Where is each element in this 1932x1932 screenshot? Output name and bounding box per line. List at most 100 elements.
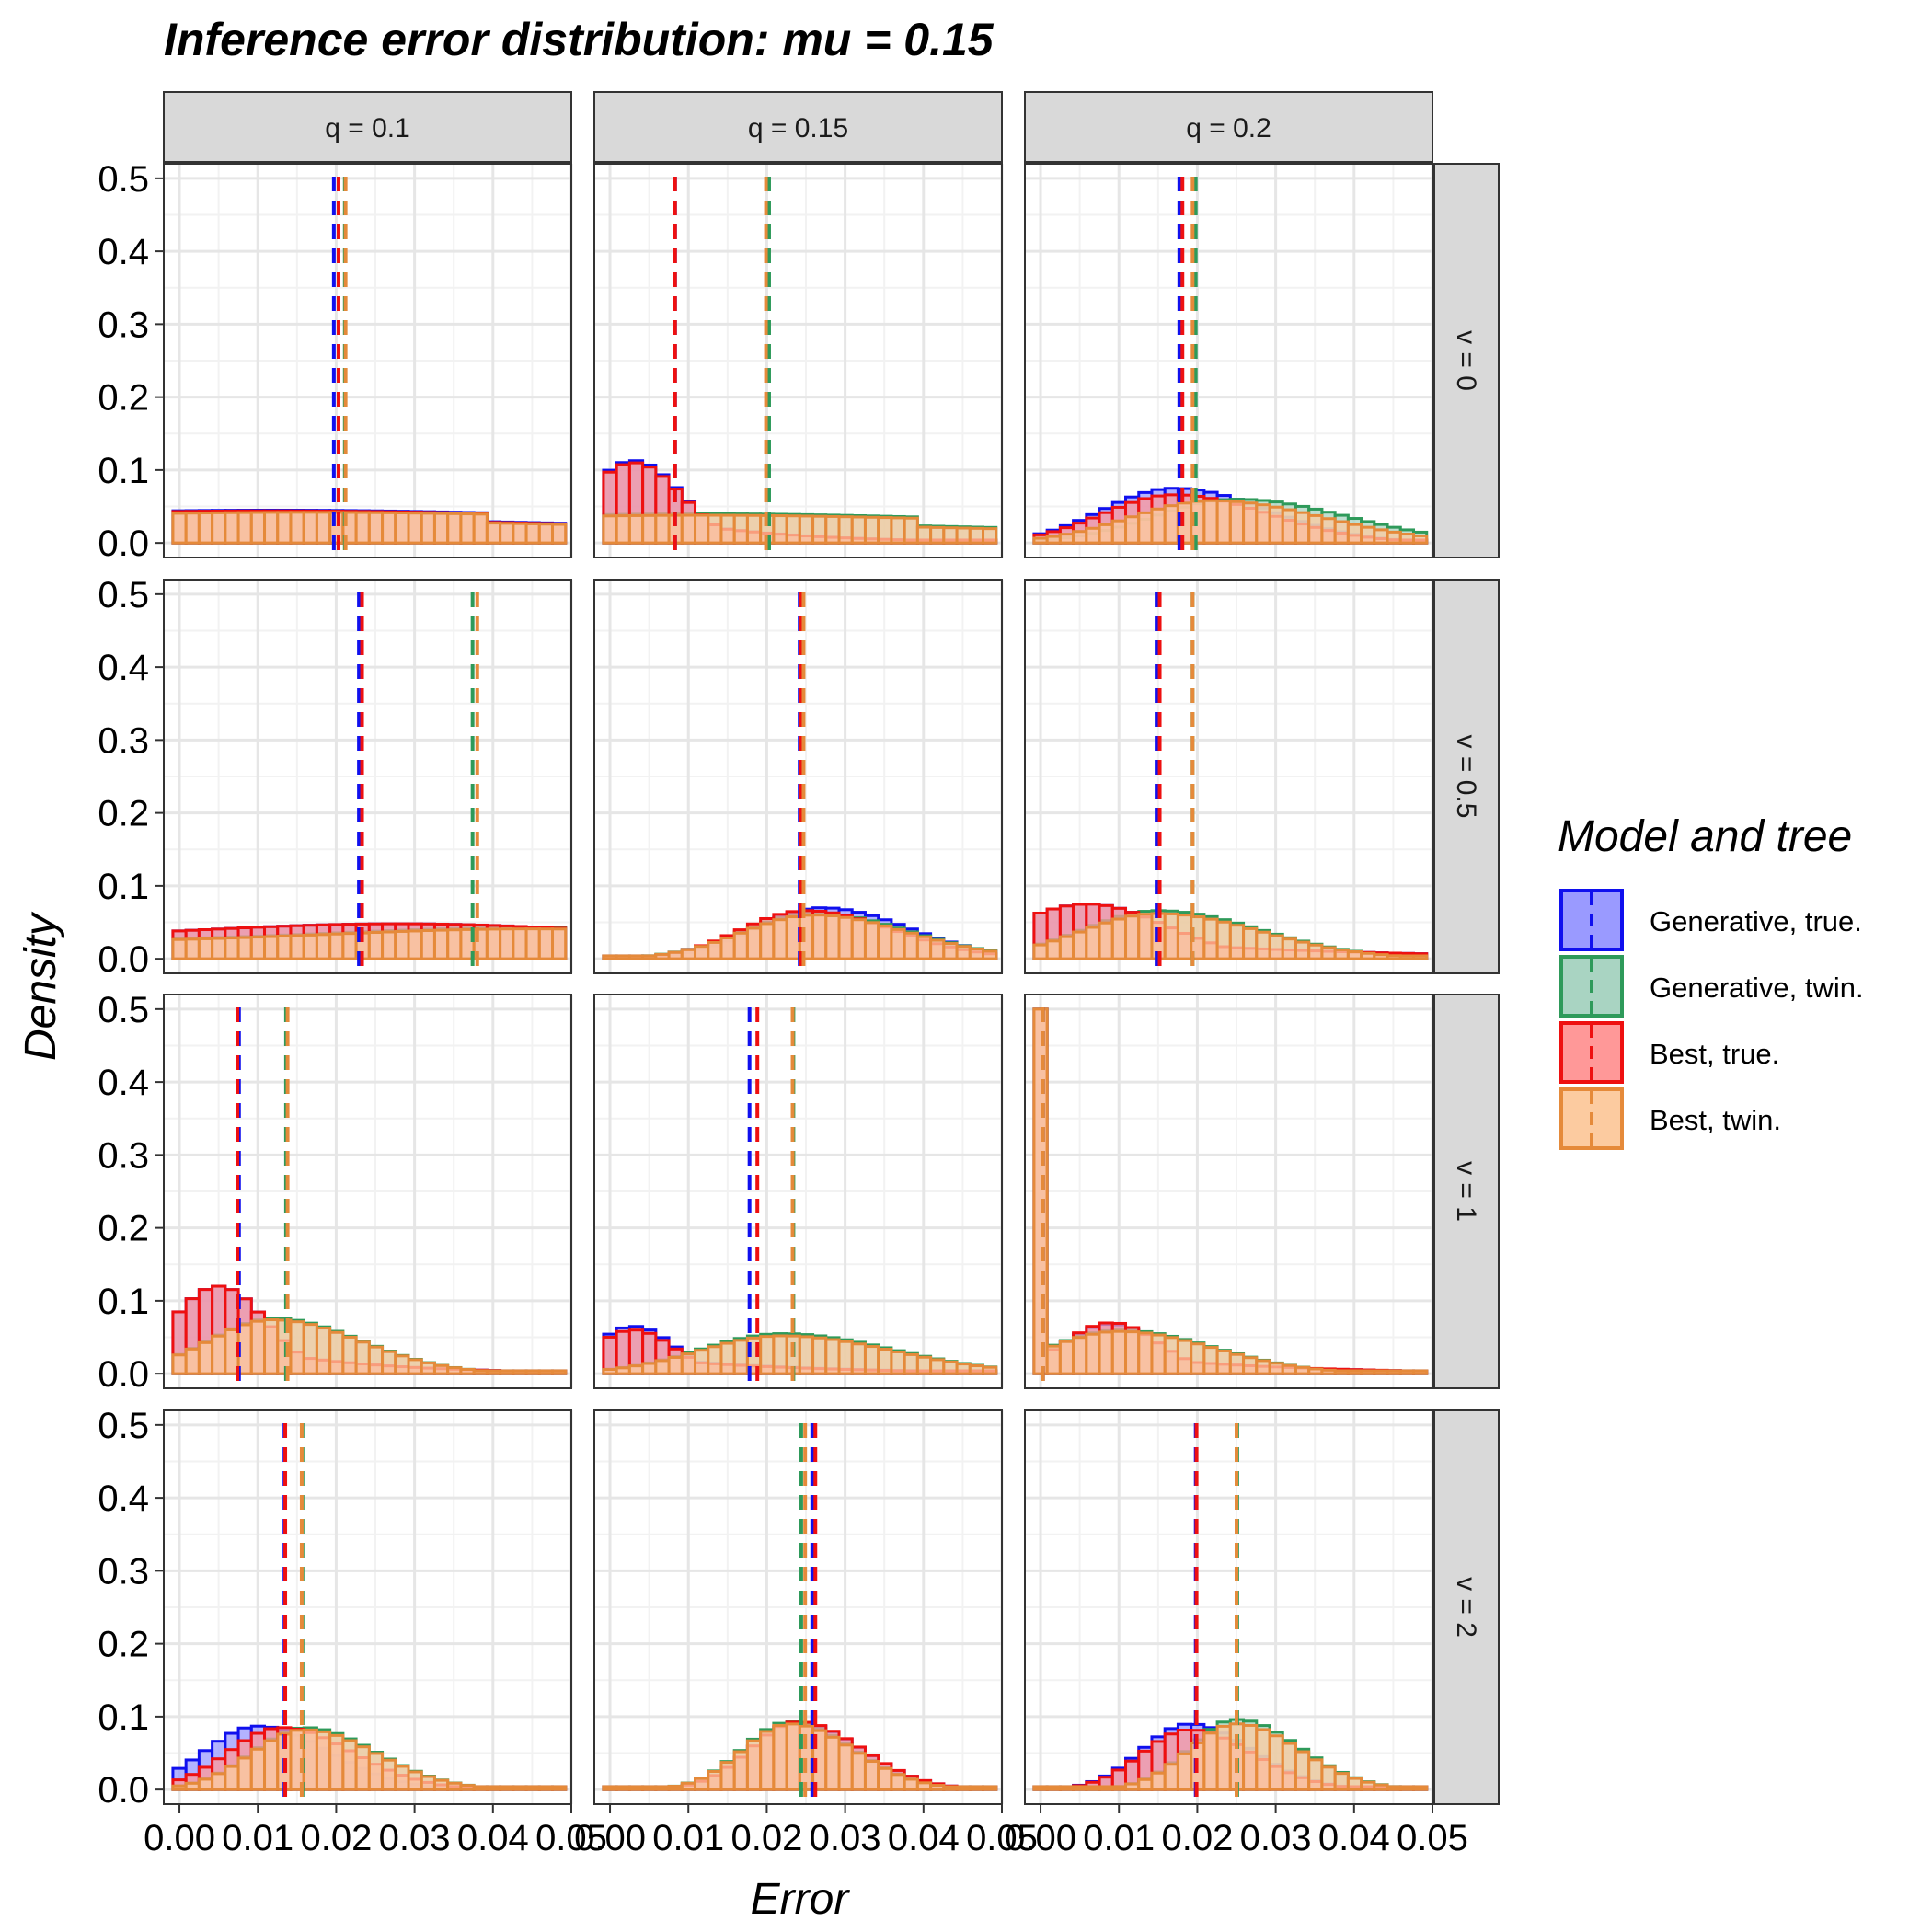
histogram-bar [745, 1739, 763, 1791]
histogram-bar [824, 1735, 841, 1791]
histogram-bar [446, 1781, 463, 1791]
x-tick-label: 0.01 [222, 1818, 293, 1858]
histogram-bar [1268, 505, 1284, 545]
histogram-bar [627, 513, 645, 545]
histogram-bar [1032, 943, 1049, 960]
histogram-bar [394, 929, 410, 960]
histogram-bar [1058, 1340, 1075, 1375]
histogram-bar [1202, 1346, 1219, 1375]
histogram-bar [929, 938, 946, 960]
histogram-bar [707, 1345, 723, 1375]
mean-lines [331, 177, 348, 558]
y-tick-label: 0.5 [98, 1406, 149, 1446]
histogram-bar [968, 1364, 985, 1375]
histogram-bar [197, 1340, 214, 1375]
histogram-bar [499, 1785, 515, 1791]
histogram-bar [1281, 508, 1297, 545]
histogram-bar [759, 1335, 776, 1375]
x-tick-label: 0.00 [574, 1818, 646, 1858]
histogram-bar [276, 511, 293, 545]
histogram-bar [1045, 1344, 1062, 1375]
y-tick-label: 0.2 [98, 1209, 149, 1249]
histogram-bar [1163, 504, 1179, 545]
y-tick-label: 0.5 [98, 159, 149, 200]
histogram-bar [667, 950, 684, 960]
histogram-bar [512, 927, 528, 960]
histogram-bar [1346, 1369, 1363, 1375]
mean-lines [236, 1007, 290, 1388]
panel-border [163, 163, 572, 558]
histogram-bar [354, 511, 371, 545]
mean-lines [1193, 1423, 1239, 1804]
histogram-bar [1085, 526, 1101, 545]
histogram-bar [955, 1363, 972, 1375]
histogram-bar [1176, 1339, 1193, 1375]
histogram-bar [381, 1758, 397, 1791]
histogram-bar [551, 1369, 568, 1375]
histogram-bar [955, 945, 972, 960]
histogram-bar [641, 513, 658, 545]
panel-border [1024, 1409, 1433, 1805]
mean-lines [357, 592, 479, 973]
panel-border [163, 1409, 572, 1805]
facet-panel [593, 994, 1004, 1389]
histogram-bar [1228, 924, 1246, 960]
histogram-bar [1360, 1780, 1376, 1791]
histogram-bar [328, 1733, 345, 1791]
histogram-bar [512, 1369, 528, 1375]
x-axis-label: Error [751, 1875, 851, 1924]
histogram-bar [315, 933, 332, 960]
histogram-bar [811, 1336, 828, 1375]
histogram-bar [367, 511, 385, 545]
x-tick-label: 0.04 [1318, 1818, 1390, 1858]
y-tick-label: 0.2 [98, 1625, 149, 1665]
histogram-bar [615, 1366, 631, 1375]
histogram-bar [551, 523, 568, 545]
histogram-bar [472, 1369, 489, 1375]
histogram-bar [1098, 1330, 1114, 1375]
column-strip-label: q = 0.1 [325, 113, 410, 144]
histogram-bar [680, 1781, 697, 1791]
histogram-bar [850, 918, 867, 960]
histogram-bar [1268, 934, 1284, 960]
y-tick-label: 0.0 [98, 1770, 149, 1811]
histogram-bar [381, 930, 397, 960]
panel-border [163, 994, 572, 1389]
histogram-bar [877, 1347, 893, 1375]
histogram-bar [772, 918, 788, 960]
histogram-bar [915, 1781, 933, 1791]
histogram-bar [1228, 500, 1246, 545]
histogram-bar [654, 513, 671, 545]
histogram-bar [1045, 535, 1062, 545]
legend-entry: Best, twin. [1559, 1087, 1781, 1150]
x-tick-label: 0.05 [535, 1818, 607, 1858]
histogram-bar [263, 935, 280, 960]
histogram-bar [627, 1785, 645, 1791]
histogram-bar [1360, 1369, 1376, 1375]
panel-grid [594, 580, 1004, 973]
series-best_twin [602, 1334, 998, 1375]
histogram-bar [1307, 513, 1324, 545]
histogram-bar [680, 1352, 697, 1375]
histogram-bar [432, 1363, 450, 1375]
y-tick-label: 0.5 [98, 575, 149, 615]
panel-border [593, 163, 1003, 558]
histogram-bar [328, 1330, 345, 1375]
y-tick-label: 0.3 [98, 1551, 149, 1592]
facet-panel [1024, 994, 1434, 1389]
histogram-bar [745, 926, 763, 960]
histogram-bar [263, 511, 280, 545]
histogram-bar [1255, 503, 1271, 545]
histogram-bar [1032, 536, 1049, 545]
histogram-bar [289, 1320, 305, 1375]
histogram-bar [667, 1355, 684, 1375]
y-tick-label: 0.1 [98, 1282, 149, 1322]
histogram-bar [249, 936, 267, 960]
histogram-bar [1137, 1777, 1154, 1791]
histogram-bar [1386, 1785, 1402, 1791]
histogram-bar [719, 1341, 736, 1375]
histogram-bar [627, 954, 645, 960]
histogram-bar [499, 522, 515, 545]
legend-label: Best, twin. [1650, 1104, 1781, 1136]
histogram-bar [1124, 1782, 1141, 1791]
